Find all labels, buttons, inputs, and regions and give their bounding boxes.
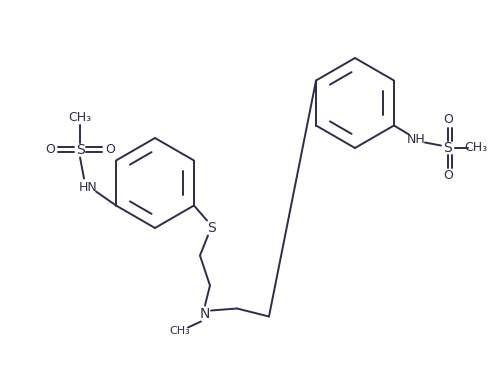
Text: CH₃: CH₃ [69,111,92,124]
Text: S: S [76,142,84,157]
Text: CH₃: CH₃ [464,141,487,154]
Text: N: N [200,307,210,320]
Text: O: O [105,143,115,156]
Text: HN: HN [79,181,97,194]
Text: O: O [443,113,453,126]
Text: O: O [443,169,453,182]
Text: O: O [45,143,55,156]
Text: NH: NH [407,133,425,146]
Text: S: S [207,220,216,234]
Text: S: S [443,141,452,154]
Text: CH₃: CH₃ [170,327,190,337]
